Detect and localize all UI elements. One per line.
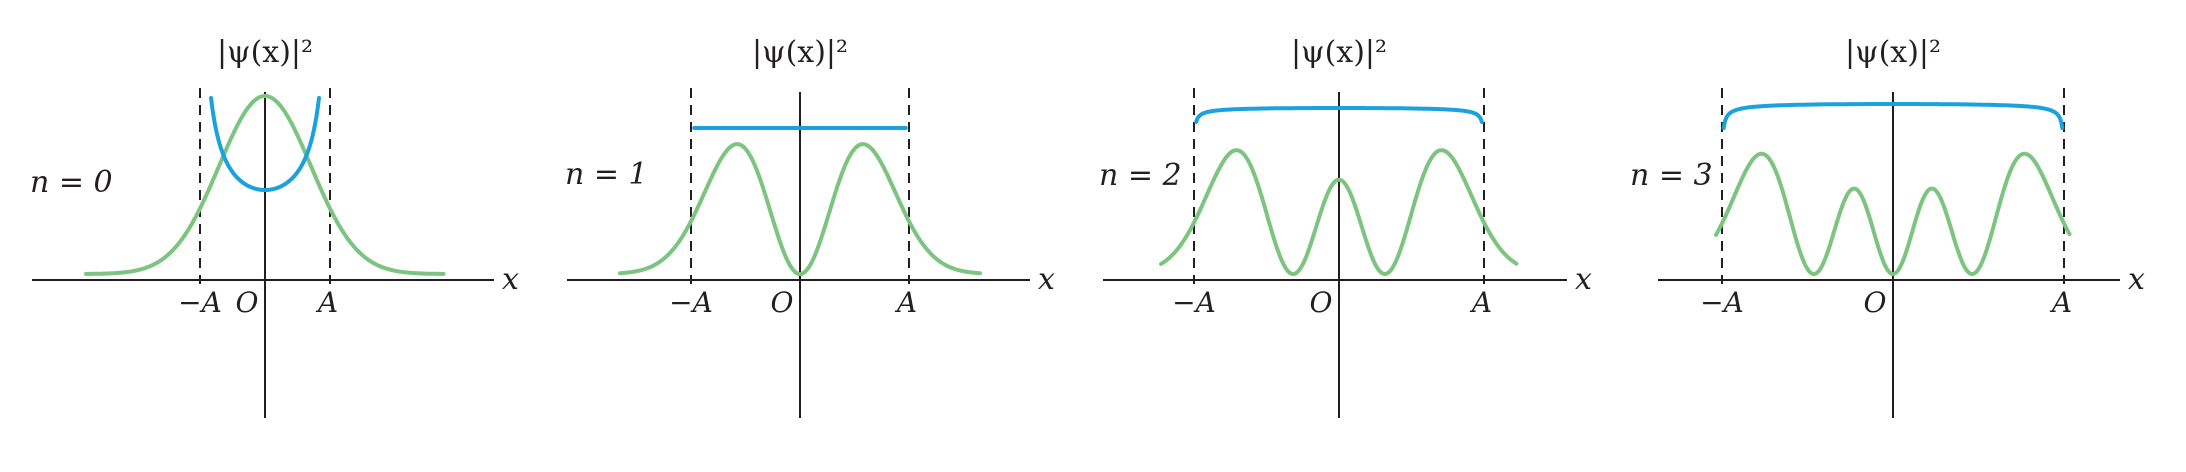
quantum-probability-curve [618, 142, 982, 276]
classical-probability-curve [209, 96, 321, 192]
quantum-number-label: n = 2 [1099, 158, 1182, 193]
minus-A-label: −A [669, 286, 713, 319]
A-label: A [894, 286, 917, 319]
panel-n2: |ψ(x)|² x −A O An = 2 [1099, 35, 1592, 418]
classical-probability-curve [1721, 102, 2065, 130]
panel-n0: |ψ(x)|² x −A O An = 0 [30, 35, 519, 418]
minus-A-label: −A [178, 286, 222, 319]
quantum-probability-curve [84, 94, 446, 276]
A-label: A [2049, 286, 2072, 319]
quantum-number-label: n = 3 [1630, 158, 1713, 193]
origin-label: O [236, 286, 259, 319]
x-axis-label: x [1575, 262, 1592, 297]
x-axis-label: x [502, 262, 519, 297]
quantum-number-label: n = 1 [565, 157, 648, 192]
quantum-number-label: n = 0 [30, 165, 113, 200]
x-axis-label: x [1038, 262, 1055, 297]
panel-n1: |ψ(x)|² x −A O An = 1 [565, 35, 1055, 418]
quantum-probability-curve [1714, 151, 2072, 276]
y-axis-label: |ψ(x)|² [1845, 35, 1941, 70]
quantum-probability-curve [1159, 148, 1519, 276]
minus-A-label: −A [1700, 286, 1744, 319]
panel-n3: |ψ(x)|² x −A O An = 3 [1630, 35, 2145, 418]
y-axis-label: |ψ(x)|² [1291, 35, 1387, 70]
origin-label: O [1310, 286, 1333, 319]
A-label: A [1469, 286, 1492, 319]
A-label: A [315, 286, 338, 319]
y-axis-label: |ψ(x)|² [752, 35, 848, 70]
classical-probability-curve [1194, 106, 1484, 124]
x-axis-label: x [2128, 262, 2145, 297]
minus-A-label: −A [1172, 286, 1216, 319]
origin-label: O [1864, 286, 1887, 319]
origin-label: O [771, 286, 794, 319]
y-axis-label: |ψ(x)|² [217, 35, 313, 70]
